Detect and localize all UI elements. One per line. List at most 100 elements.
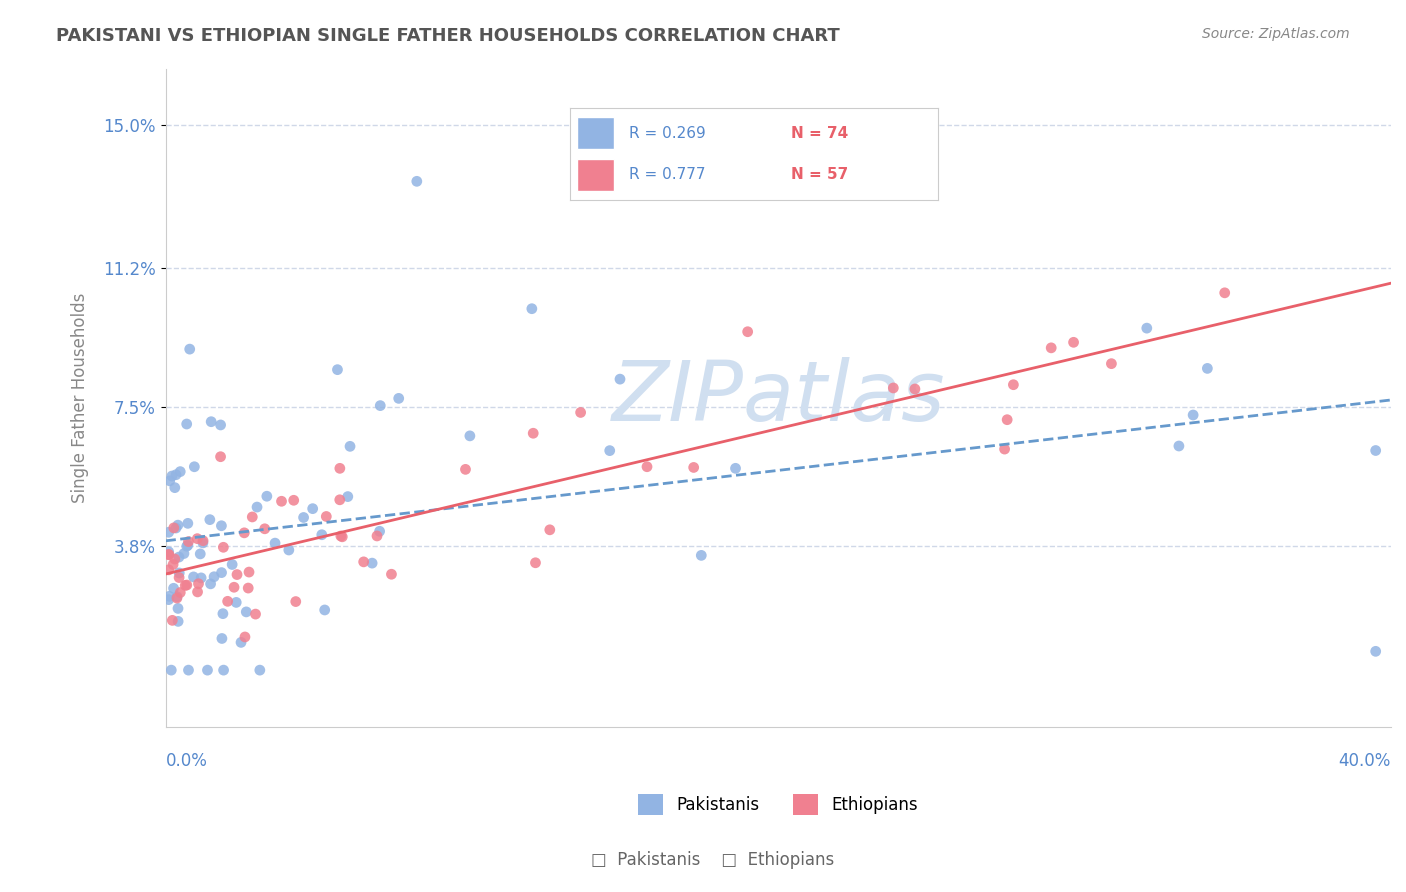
Point [202,570,225,584]
Point [197,663,219,677]
Point [238,565,260,579]
Point [209,518,232,533]
Point [169,465,191,479]
Point [159,474,181,488]
Point [173,547,195,561]
Point [157,548,180,562]
Point [368,524,391,539]
Point [690,549,713,563]
Point [904,382,927,396]
Point [183,570,205,584]
Point [190,571,212,585]
Point [737,325,759,339]
Y-axis label: Single Father Households: Single Father Households [72,293,89,503]
Point [284,594,307,608]
Point [520,301,543,316]
Point [1197,361,1219,376]
Point [368,399,391,413]
Point [311,527,333,541]
Point [157,589,180,603]
Point [167,601,190,615]
Point [187,585,209,599]
Point [186,532,208,546]
Text: Source: ZipAtlas.com: Source: ZipAtlas.com [1202,27,1350,41]
Point [314,603,336,617]
Point [329,492,352,507]
Point [229,635,252,649]
Point [353,555,375,569]
Point [160,469,183,483]
Point [326,362,349,376]
Point [292,510,315,524]
Point [238,581,260,595]
Point [283,493,305,508]
Point [329,529,352,543]
Point [163,552,186,566]
Point [176,417,198,431]
Point [212,663,235,677]
Point [609,372,631,386]
Point [380,567,402,582]
Point [187,576,209,591]
Point [162,582,184,596]
Point [165,467,187,482]
Point [1099,357,1122,371]
Point [522,426,544,441]
Point [454,462,477,476]
Point [995,413,1018,427]
Point [636,459,658,474]
Point [366,529,388,543]
Point [163,481,186,495]
Point [167,615,190,629]
Point [162,558,184,572]
Point [994,442,1017,456]
Text: ZIPatlas: ZIPatlas [612,357,945,438]
Point [198,513,221,527]
Point [301,501,323,516]
Point [176,578,198,592]
Point [157,592,180,607]
Point [682,460,704,475]
Point [1213,285,1236,300]
Point [1136,321,1159,335]
Point [209,450,232,464]
Point [253,522,276,536]
Point [157,525,180,540]
Point [225,595,247,609]
Point [405,174,427,188]
Point [249,663,271,677]
Text: 40.0%: 40.0% [1339,752,1391,770]
Point [246,500,269,514]
Point [1364,443,1386,458]
Point [167,518,190,533]
Point [165,521,187,535]
Point [256,489,278,503]
Point [277,543,299,558]
Point [233,525,256,540]
Point [221,558,243,572]
Point [179,342,201,356]
Point [569,405,592,419]
Point [200,577,222,591]
Point [233,630,256,644]
Point [212,607,235,621]
Point [183,459,205,474]
Point [157,563,180,577]
Point [1167,439,1189,453]
Point [330,530,353,544]
Point [339,439,361,453]
Point [169,585,191,599]
Point [167,550,190,565]
Point [336,490,359,504]
Point [240,510,263,524]
Point [166,590,188,604]
Point [235,605,257,619]
Point [329,461,352,475]
Point [1364,644,1386,658]
Point [388,392,411,406]
Point [264,536,287,550]
Point [160,663,183,677]
Point [157,548,180,562]
Point [167,570,190,584]
Point [315,509,337,524]
